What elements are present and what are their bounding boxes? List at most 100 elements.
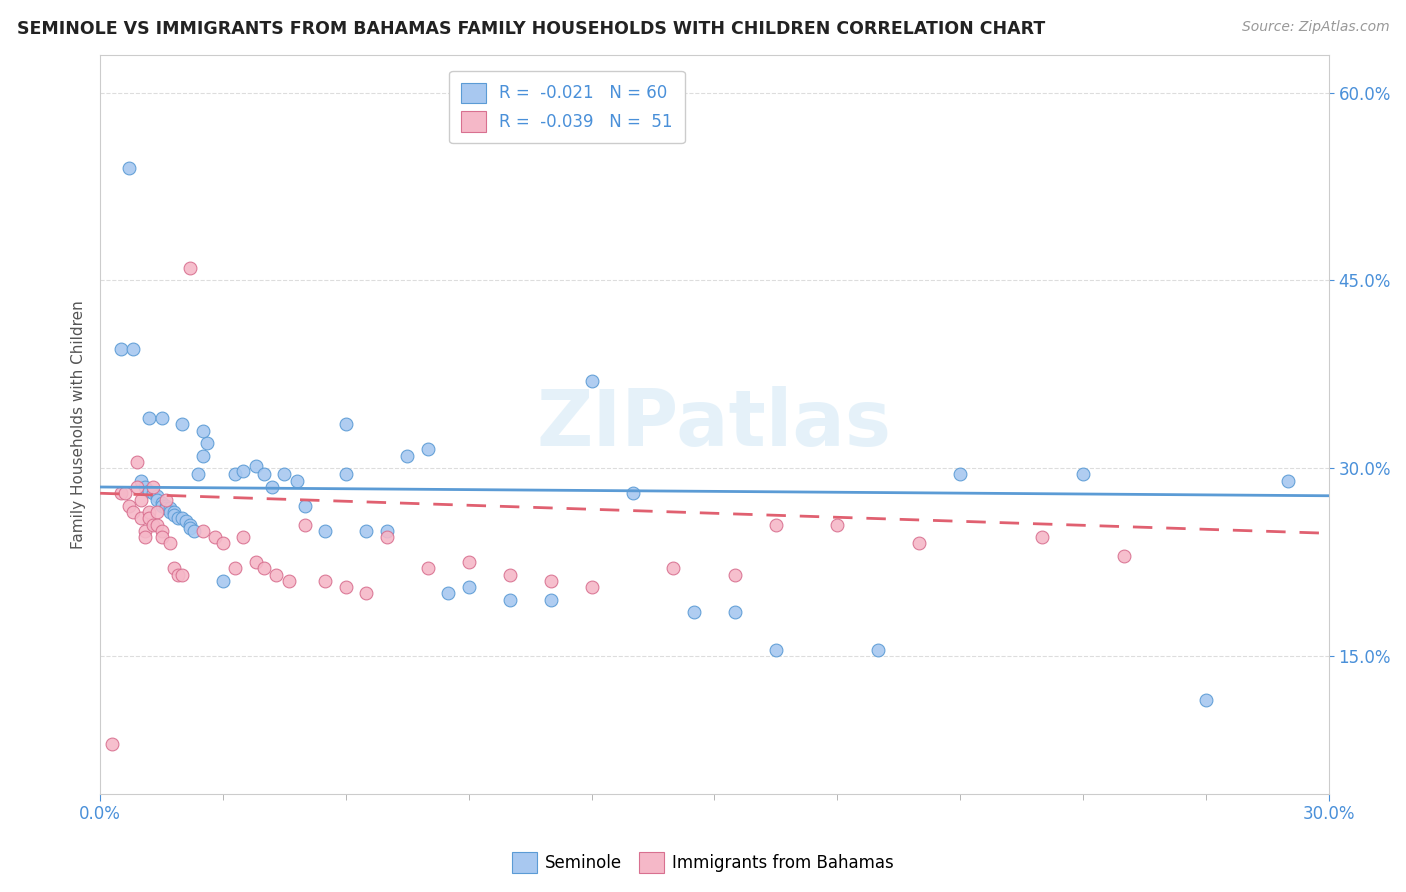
Point (724, 567, 747, 582)
Point (195, 436, 218, 450)
Point (499, 592, 522, 607)
Point (314, 524, 336, 538)
Point (183, 524, 205, 538)
Point (827, 517, 849, 532)
Point (170, 567, 193, 582)
Point (457, 580, 479, 594)
Point (765, 517, 787, 532)
Point (179, 260, 201, 275)
Point (150, 499, 173, 513)
Point (110, 486, 132, 500)
Point (765, 642, 787, 657)
Point (277, 574, 299, 588)
Point (170, 511, 193, 525)
Point (1031, 530, 1053, 544)
Point (356, 524, 378, 538)
Point (212, 574, 235, 588)
Point (356, 586, 378, 600)
Point (245, 458, 267, 473)
Point (142, 486, 165, 500)
Point (129, 474, 152, 488)
Point (204, 530, 226, 544)
Point (457, 555, 479, 569)
Point (155, 499, 177, 513)
Point (150, 530, 173, 544)
Point (437, 586, 460, 600)
Point (146, 492, 169, 507)
Point (540, 592, 562, 607)
Point (949, 467, 972, 482)
Point (375, 530, 398, 544)
Point (167, 511, 190, 525)
Point (146, 489, 169, 503)
Point (179, 517, 201, 532)
Point (1071, 467, 1094, 482)
Point (142, 517, 165, 532)
Point (125, 455, 148, 469)
Point (191, 524, 214, 538)
Point (122, 505, 145, 519)
Point (396, 449, 419, 463)
Y-axis label: Family Households with Children: Family Households with Children (72, 300, 86, 549)
Point (581, 374, 603, 388)
Point (908, 536, 931, 550)
Point (662, 561, 685, 575)
Point (187, 467, 209, 482)
Point (159, 505, 181, 519)
Point (118, 161, 141, 175)
Point (335, 467, 357, 482)
Point (155, 501, 177, 516)
Point (499, 567, 522, 582)
Point (724, 605, 747, 619)
Point (146, 505, 169, 519)
Point (335, 417, 357, 432)
Point (129, 511, 152, 525)
Point (146, 517, 169, 532)
Point (224, 467, 246, 482)
Point (416, 561, 439, 575)
Point (159, 536, 181, 550)
Point (138, 511, 160, 525)
Point (114, 486, 136, 500)
Point (163, 505, 186, 519)
Point (170, 417, 193, 432)
Point (191, 449, 214, 463)
Point (101, 737, 124, 751)
Point (142, 480, 165, 494)
Point (163, 561, 186, 575)
Point (232, 464, 254, 478)
Point (110, 343, 132, 357)
Point (375, 524, 398, 538)
Point (163, 508, 186, 522)
Point (264, 567, 287, 582)
Point (314, 574, 336, 588)
Point (294, 517, 316, 532)
Text: ZIPatlas: ZIPatlas (537, 386, 891, 462)
Point (150, 496, 173, 510)
Point (285, 474, 308, 488)
Point (581, 580, 603, 594)
Point (155, 492, 177, 507)
Point (179, 521, 201, 535)
Point (138, 505, 160, 519)
Point (122, 343, 145, 357)
Point (129, 492, 152, 507)
Legend: Seminole, Immigrants from Bahamas: Seminole, Immigrants from Bahamas (505, 846, 901, 880)
Point (232, 530, 254, 544)
Point (125, 480, 148, 494)
Point (118, 499, 141, 513)
Point (335, 580, 357, 594)
Point (138, 483, 160, 498)
Point (621, 486, 644, 500)
Point (150, 524, 173, 538)
Point (273, 467, 295, 482)
Point (245, 555, 267, 569)
Point (134, 524, 156, 538)
Point (174, 514, 197, 528)
Point (134, 480, 156, 494)
Point (138, 411, 160, 425)
Point (1195, 693, 1218, 707)
Point (253, 561, 276, 575)
Point (150, 411, 173, 425)
Point (1277, 474, 1299, 488)
